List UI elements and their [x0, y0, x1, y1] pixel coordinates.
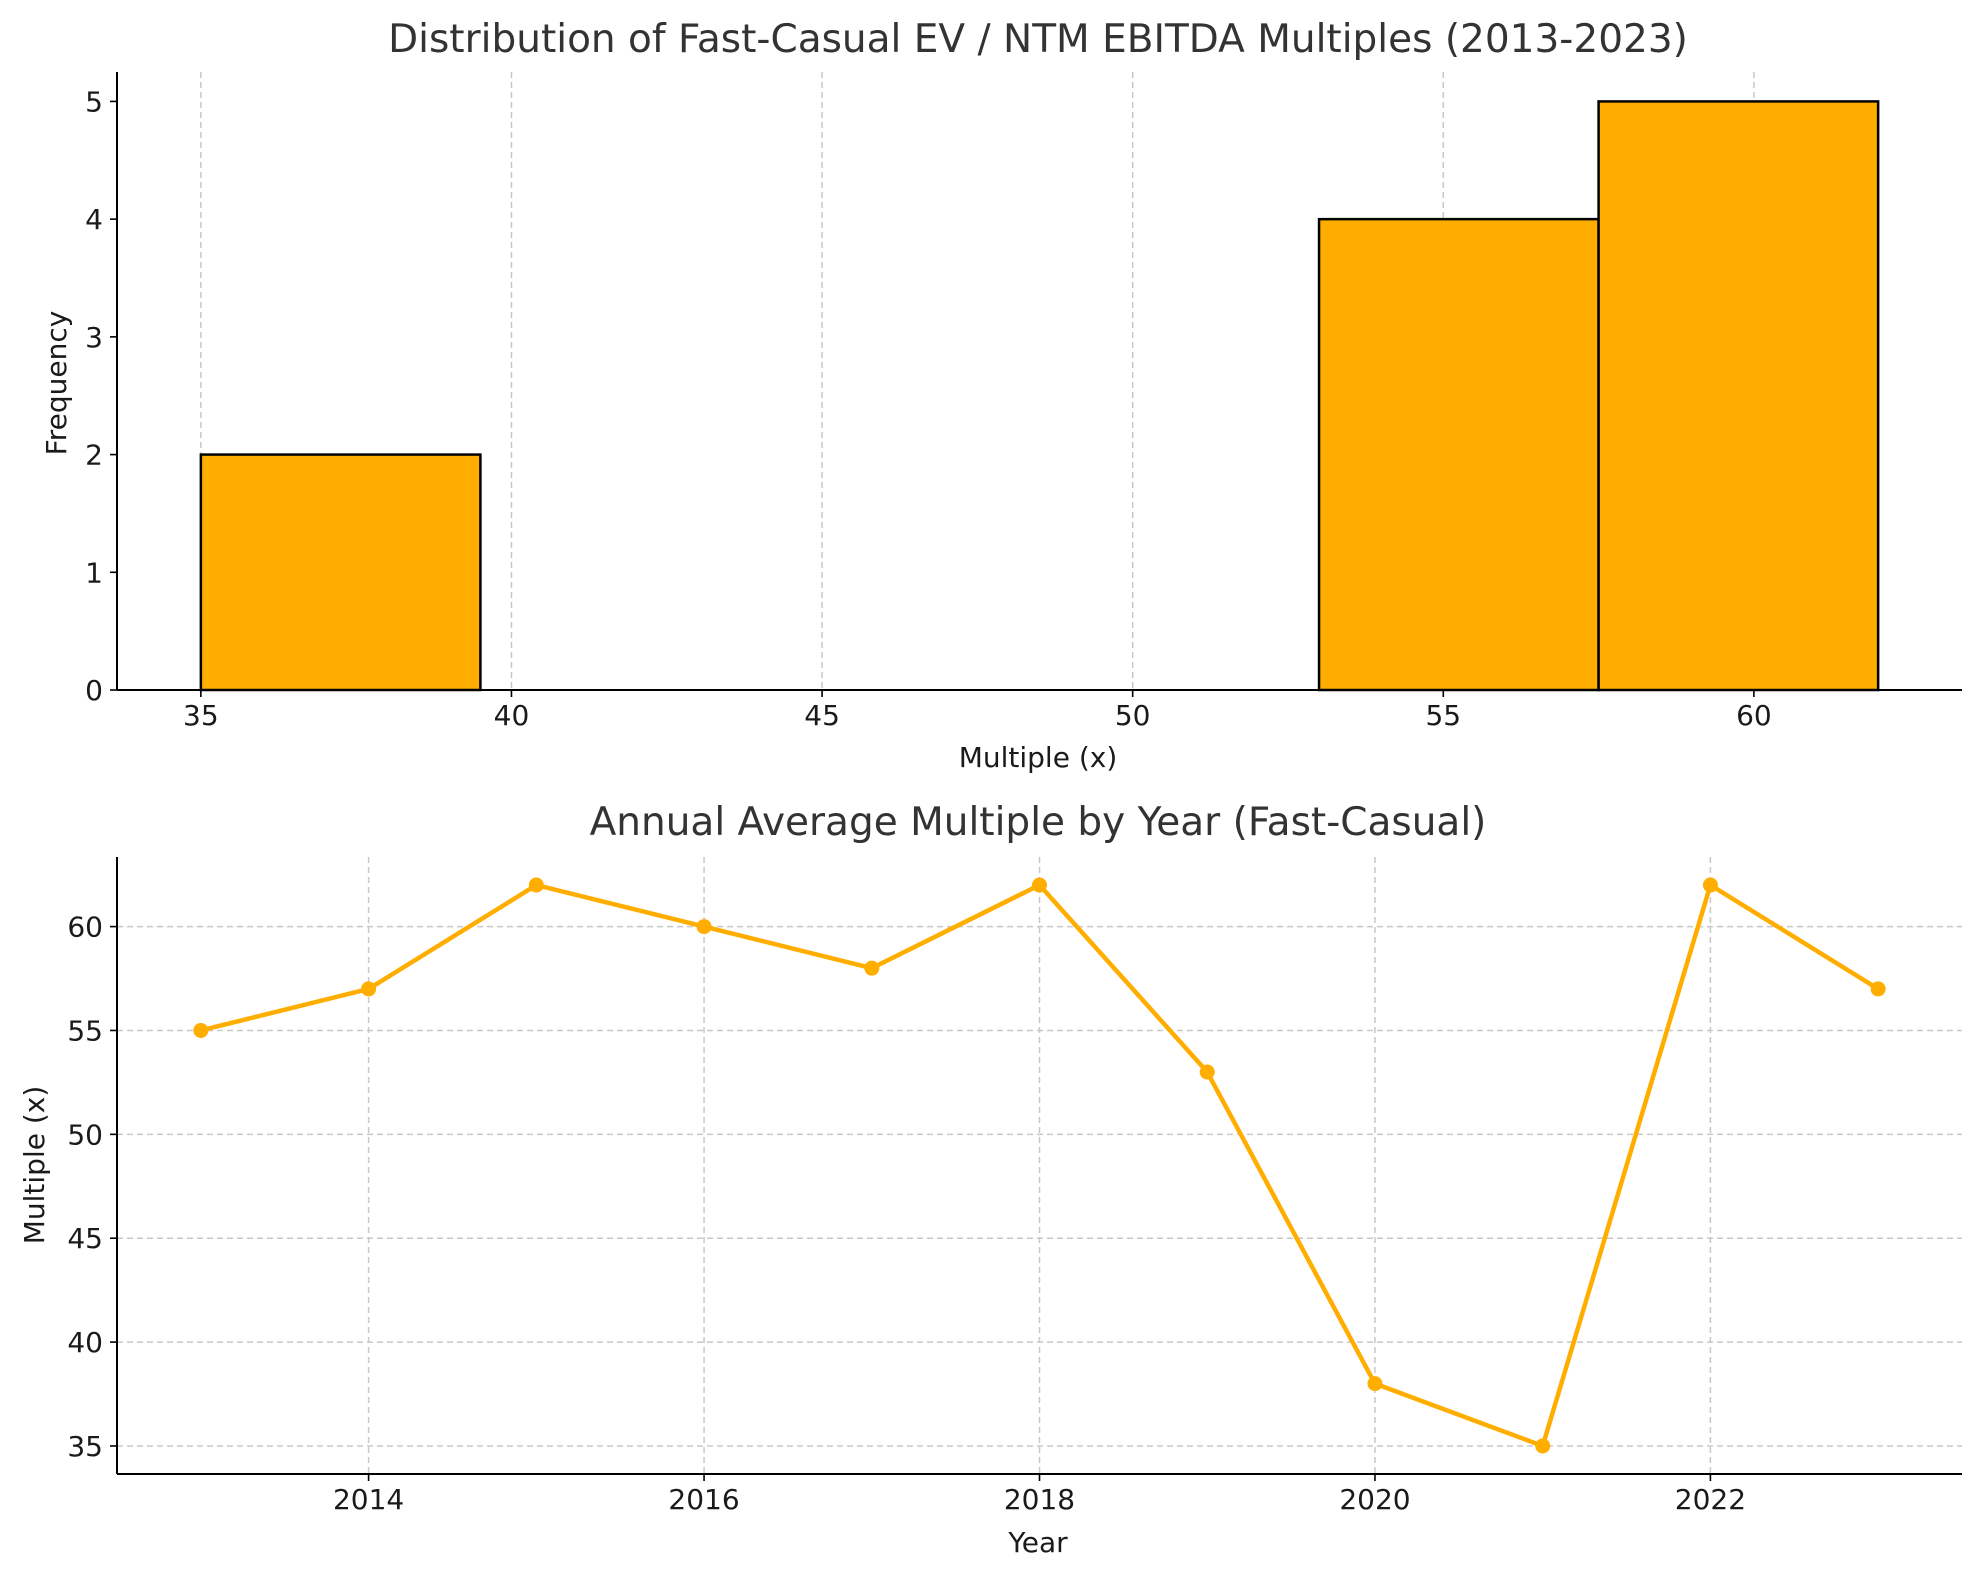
- line-point: [1032, 877, 1047, 893]
- line-chart-y-axis-label: Multiple (x): [18, 1086, 51, 1245]
- histogram-x-tick-label: 40: [494, 699, 530, 732]
- histogram-title: Distribution of Fast-Casual EV / NTM EBI…: [388, 17, 1688, 62]
- line-chart-y-tick-label: 40: [67, 1326, 103, 1359]
- line-chart: Annual Average Multiple by Year (Fast-Ca…: [18, 800, 1962, 1559]
- histogram-y-tick-label: 1: [85, 556, 103, 589]
- histogram-x-tick-label: 50: [1115, 699, 1151, 732]
- line-chart-y-tick-label: 60: [67, 911, 103, 944]
- line-chart-x-tick-label: 2014: [333, 1483, 404, 1516]
- histogram-y-tick-label: 0: [85, 674, 103, 707]
- line-point: [193, 1022, 209, 1038]
- histogram-bar: [1317, 217, 1600, 692]
- histogram-x-axis-label: Multiple (x): [959, 741, 1118, 774]
- line-chart-y-tick-label: 55: [67, 1014, 103, 1047]
- histogram-y-tick-label: 2: [85, 439, 103, 472]
- line-chart-y-tick-label: 45: [67, 1222, 103, 1255]
- line-point: [1535, 1438, 1551, 1454]
- line-point: [361, 981, 377, 997]
- histogram-y-tick-label: 5: [85, 85, 103, 118]
- line-chart-x-tick-label: 2018: [1004, 1483, 1075, 1516]
- line-chart-y-tick-label: 50: [67, 1118, 103, 1151]
- line-point: [1702, 877, 1718, 893]
- histogram-y-tick-label: 4: [85, 203, 103, 236]
- histogram-x-tick-label: 55: [1425, 699, 1461, 732]
- line-chart-x-tick-label: 2022: [1675, 1483, 1746, 1516]
- histogram-bar: [199, 453, 482, 692]
- histogram-x-tick-label: 35: [183, 699, 219, 732]
- histogram-bar: [1597, 100, 1880, 692]
- line-point: [864, 960, 880, 976]
- histogram-y-tick-label: 3: [85, 321, 103, 354]
- line-point: [696, 919, 712, 935]
- histogram-x-tick-label: 45: [804, 699, 840, 732]
- line-point: [1367, 1376, 1383, 1392]
- line-chart-y-tick-label: 35: [67, 1430, 103, 1463]
- line-point: [528, 877, 544, 893]
- line-point: [1870, 981, 1886, 997]
- line-chart-x-axis-label: Year: [1007, 1526, 1068, 1559]
- line-chart-title: Annual Average Multiple by Year (Fast-Ca…: [590, 800, 1487, 845]
- histogram-x-tick-label: 60: [1736, 699, 1772, 732]
- line-chart-x-tick-label: 2020: [1339, 1483, 1410, 1516]
- histogram-chart: Distribution of Fast-Casual EV / NTM EBI…: [40, 17, 1962, 774]
- histogram-y-axis-label: Frequency: [40, 311, 73, 456]
- line-point: [1199, 1064, 1215, 1080]
- line-chart-x-tick-label: 2016: [668, 1483, 739, 1516]
